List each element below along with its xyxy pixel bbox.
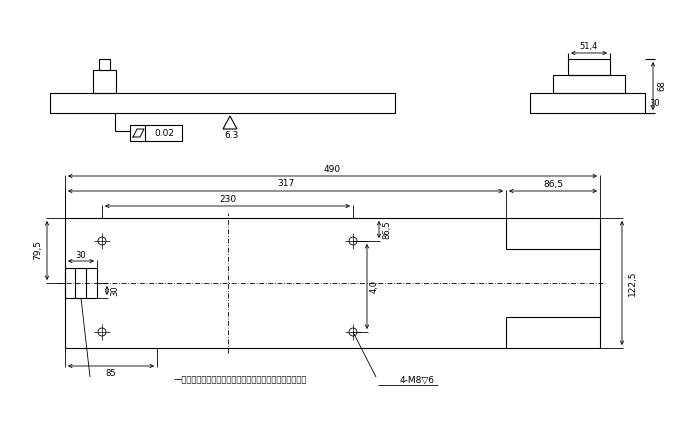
Bar xyxy=(130,125,182,141)
Text: 79,5: 79,5 xyxy=(33,240,42,261)
Text: 122,5: 122,5 xyxy=(628,270,636,296)
Text: 230: 230 xyxy=(219,194,236,204)
Text: 68: 68 xyxy=(658,81,666,91)
Text: 4-M8▽6: 4-M8▽6 xyxy=(400,375,435,385)
Bar xyxy=(568,59,610,75)
Text: —通电接头，尺寸按实际情况设计，要求小于等于图纸尺寸: —通电接头，尺寸按实际情况设计，要求小于等于图纸尺寸 xyxy=(173,375,307,385)
Text: 85: 85 xyxy=(105,368,116,378)
Bar xyxy=(93,70,116,93)
Bar xyxy=(50,93,395,113)
Text: 4,0: 4,0 xyxy=(369,280,379,293)
Text: 30: 30 xyxy=(75,251,86,259)
Text: 86,5: 86,5 xyxy=(543,180,563,188)
Text: 51,4: 51,4 xyxy=(580,42,598,52)
Bar xyxy=(530,93,645,113)
Text: 317: 317 xyxy=(277,180,294,188)
Text: 30: 30 xyxy=(110,285,120,296)
Text: 30: 30 xyxy=(649,98,660,107)
Bar xyxy=(65,268,97,298)
Text: 6.3: 6.3 xyxy=(225,130,239,139)
Text: 0.02: 0.02 xyxy=(154,129,174,138)
Text: 86,5: 86,5 xyxy=(382,220,392,239)
Text: 490: 490 xyxy=(324,165,341,174)
Bar xyxy=(99,59,110,70)
Bar xyxy=(553,75,625,93)
Bar xyxy=(65,218,600,348)
